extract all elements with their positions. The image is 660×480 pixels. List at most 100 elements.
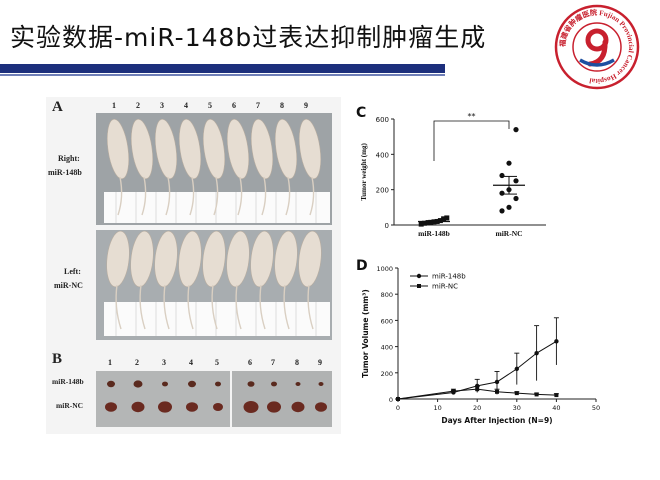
tumor-mir148b — [162, 381, 168, 387]
d-point-mirnc — [554, 393, 559, 398]
d-x-tick-label: 20 — [473, 404, 481, 412]
d-y-tick-label: 0 — [389, 396, 393, 404]
c-point-mirnc — [499, 190, 505, 196]
c-point-mir148b — [421, 220, 427, 226]
tumor-number: 1 — [108, 358, 112, 367]
mouse-body — [226, 230, 250, 288]
mouse-tail — [139, 284, 146, 330]
mice-photo-svg — [46, 97, 341, 434]
tumor-mirnc — [291, 401, 305, 413]
c-point-mirnc — [513, 127, 519, 133]
mouse-tail — [211, 284, 218, 330]
c-y-tick-label: 600 — [376, 116, 389, 124]
mouse-tail — [165, 176, 171, 216]
d-point-mirnc — [396, 397, 400, 401]
d-x-tick-label: 40 — [552, 404, 560, 412]
tumor-mir148b — [318, 382, 324, 386]
c-significance-bracket — [433, 120, 510, 161]
c-point-mir148b — [441, 216, 447, 222]
c-y-tick-label: 400 — [376, 151, 389, 159]
tumor-mirnc — [315, 402, 327, 412]
chart-d: D 0 200 400 600 800 1000 0 10 20 30 40 50 Days After… — [356, 258, 600, 425]
tumor-mirnc — [158, 401, 172, 413]
mouse-body — [250, 118, 274, 180]
c-y-tick-label: 0 — [385, 222, 389, 230]
mouse-body — [106, 230, 130, 288]
d-point-mirnc — [495, 389, 499, 394]
c-point-mir148b — [444, 215, 450, 221]
c-point-mir148b — [418, 221, 424, 227]
panel-a-row1-label-2: miR-148b — [48, 168, 82, 177]
tumor-mirnc — [105, 402, 117, 412]
d-y-tick-label: 800 — [381, 291, 393, 299]
tumor-mir148b — [295, 382, 301, 386]
d-y-tick-label: 600 — [381, 317, 393, 325]
chart-c: C 0 200 400 600 Tumor weight (mg) miR-148b miR… — [356, 105, 546, 238]
d-legend-marker — [417, 284, 421, 288]
mouse-body — [178, 230, 202, 288]
d-point-mir148b — [534, 350, 539, 356]
d-point-mirnc — [451, 389, 456, 394]
mouse-body — [274, 118, 298, 180]
d-point-mirnc — [475, 387, 480, 392]
mouse-tail — [259, 284, 266, 330]
tumor-mirnc — [213, 403, 223, 411]
panel-b-letter: B — [52, 351, 63, 367]
d-legend-marker — [416, 273, 422, 279]
slide-title: 实验数据-miR-148b过表达抑制肿瘤生成 — [10, 23, 487, 52]
mouse-number: 6 — [232, 101, 236, 110]
mouse-number: 7 — [256, 101, 260, 110]
d-y-axis-label: Tumor Volume (mm³) — [361, 289, 370, 378]
title-underline-thin — [0, 74, 445, 76]
mouse-tail — [283, 284, 290, 330]
d-point-mir148b — [494, 379, 500, 385]
mouse-tail — [117, 176, 123, 216]
panel-b-row2-label: miR-NC — [56, 401, 84, 410]
panel-a-letter: A — [52, 99, 63, 115]
d-legend-label: miR-148b — [432, 273, 466, 281]
mouse-number: 9 — [304, 101, 308, 110]
mouse-number: 3 — [160, 101, 164, 110]
d-point-mirnc — [534, 392, 539, 397]
mouse-number: 1 — [112, 101, 116, 110]
c-point-mirnc — [513, 178, 519, 184]
mouse-number: 8 — [280, 101, 284, 110]
tumor-mir148b — [133, 380, 143, 388]
c-point-mirnc — [506, 204, 512, 210]
tumors-row-1 — [107, 380, 324, 388]
mouse-tail — [309, 176, 315, 216]
mice-row-1 — [106, 118, 322, 216]
mouse-body — [154, 118, 178, 180]
mouse-tail — [285, 176, 291, 216]
tumor-mir148b — [107, 380, 115, 388]
mouse-number: 2 — [136, 101, 140, 110]
panel-a-row2-label-1: Left: — [64, 267, 81, 276]
tumor-number: 5 — [215, 358, 219, 367]
d-x-tick-label: 30 — [513, 404, 521, 412]
tumor-number: 8 — [295, 358, 299, 367]
c-significance-label: ** — [468, 112, 476, 121]
mouse-tail — [237, 176, 243, 216]
tumor-mirnc — [186, 402, 198, 412]
mouse-body — [250, 230, 274, 288]
panel-c-letter: C — [356, 105, 366, 121]
tumor-mir148b — [188, 380, 196, 388]
mouse-tail — [235, 284, 242, 330]
c-point-mirnc — [499, 208, 505, 214]
panel-a-row1-label-1: Right: — [58, 154, 80, 163]
tumor-number: 3 — [162, 358, 166, 367]
c-point-mirnc — [499, 172, 505, 179]
title-underline-bar — [0, 64, 445, 73]
tumor-number: 6 — [248, 358, 252, 367]
figure-area: A 1 2 3 4 5 6 7 8 9 Right: miR-148b Left: miR-NC… — [46, 97, 614, 440]
mouse-tail — [141, 176, 147, 216]
mouse-body — [178, 118, 202, 180]
tumor-mir148b — [215, 381, 221, 387]
tumor-mir148b — [247, 381, 255, 387]
c-y-tick-label: 200 — [376, 187, 389, 195]
mouse-tail — [187, 284, 194, 330]
tumor-number: 7 — [271, 358, 275, 367]
mouse-body — [130, 118, 154, 180]
hospital-logo: 福建省肿瘤医院 Fujian Provincial Cancer Hospita… — [554, 4, 640, 90]
mouse-body — [130, 230, 154, 288]
